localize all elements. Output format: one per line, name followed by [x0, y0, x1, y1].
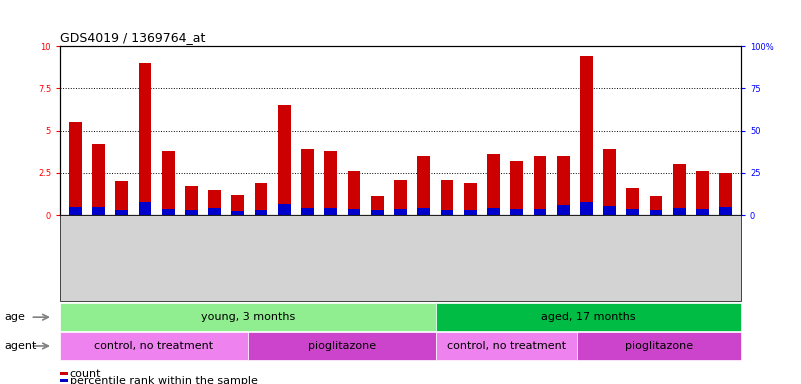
Text: control, no treatment: control, no treatment — [447, 341, 566, 351]
Bar — [557, 156, 570, 215]
Text: count: count — [70, 369, 101, 379]
Text: aged, 17 months: aged, 17 months — [541, 312, 636, 322]
Bar — [324, 151, 337, 215]
Bar — [417, 208, 430, 215]
Text: GDS4019 / 1369764_at: GDS4019 / 1369764_at — [60, 31, 205, 44]
Bar — [69, 207, 82, 215]
Bar — [533, 209, 546, 215]
Text: age: age — [4, 312, 25, 322]
Bar — [464, 183, 477, 215]
Bar — [673, 164, 686, 215]
Bar — [580, 56, 593, 215]
Bar — [278, 105, 291, 215]
Bar — [348, 209, 360, 215]
Bar — [231, 211, 244, 215]
Bar — [626, 209, 639, 215]
Bar — [185, 210, 198, 215]
Text: percentile rank within the sample: percentile rank within the sample — [70, 376, 258, 384]
Bar — [673, 208, 686, 215]
Bar — [139, 63, 151, 215]
Bar — [371, 210, 384, 215]
Bar — [185, 186, 198, 215]
Bar — [719, 173, 732, 215]
Bar — [696, 209, 709, 215]
Bar — [650, 197, 662, 215]
Bar — [301, 208, 314, 215]
Bar — [278, 204, 291, 215]
Text: agent: agent — [4, 341, 36, 351]
Bar — [626, 188, 639, 215]
Bar — [441, 210, 453, 215]
Bar — [533, 156, 546, 215]
Text: pioglitazone: pioglitazone — [308, 341, 376, 351]
Bar — [696, 171, 709, 215]
Bar — [348, 171, 360, 215]
Text: pioglitazone: pioglitazone — [625, 341, 693, 351]
Bar — [464, 210, 477, 215]
Bar — [417, 156, 430, 215]
Bar — [580, 202, 593, 215]
Bar — [487, 208, 500, 215]
Bar — [510, 209, 523, 215]
Bar — [719, 207, 732, 215]
Bar — [231, 195, 244, 215]
Bar — [324, 208, 337, 215]
Bar — [208, 208, 221, 215]
Bar — [92, 144, 105, 215]
Bar — [650, 210, 662, 215]
Bar — [208, 190, 221, 215]
Bar — [139, 202, 151, 215]
Bar — [371, 197, 384, 215]
Bar — [69, 122, 82, 215]
Bar — [394, 209, 407, 215]
Bar — [162, 151, 175, 215]
Bar — [394, 180, 407, 215]
Bar — [301, 149, 314, 215]
Bar — [255, 210, 268, 215]
Bar — [603, 149, 616, 215]
Bar — [603, 206, 616, 215]
Bar — [162, 209, 175, 215]
Bar — [92, 207, 105, 215]
Text: control, no treatment: control, no treatment — [95, 341, 214, 351]
Bar — [255, 183, 268, 215]
Bar — [115, 210, 128, 215]
Bar — [115, 181, 128, 215]
Bar — [557, 205, 570, 215]
Bar — [510, 161, 523, 215]
Text: young, 3 months: young, 3 months — [201, 312, 295, 322]
Bar — [441, 180, 453, 215]
Bar — [487, 154, 500, 215]
